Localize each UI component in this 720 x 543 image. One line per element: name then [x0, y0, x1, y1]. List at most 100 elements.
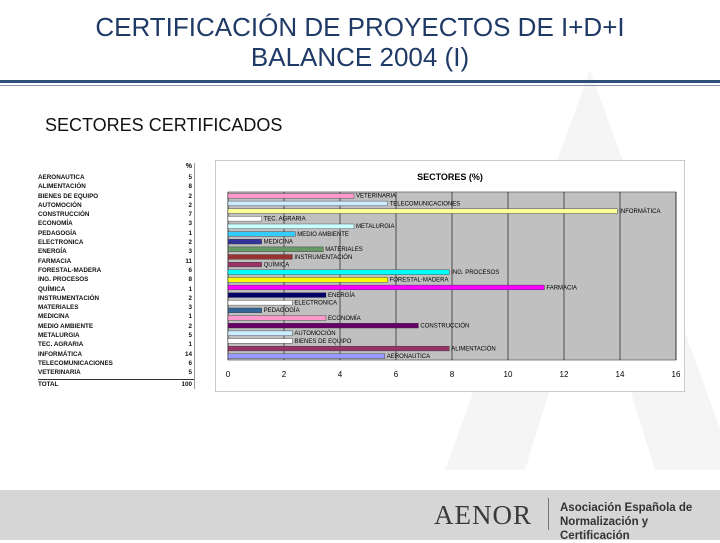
bar-label: TEC. AGRARIA — [264, 217, 306, 223]
bar-14 — [227, 292, 327, 298]
table-row: BIENES DE EQUIPO 2 — [38, 192, 194, 201]
bar-19 — [227, 330, 293, 336]
bar-label: CONSTRUCCIÓN — [420, 323, 469, 330]
table-row-value: 2 — [188, 201, 192, 209]
bar-6 — [227, 231, 296, 237]
bar-4 — [227, 216, 262, 222]
table-row-label: ALIMENTACIÓN — [38, 183, 86, 191]
bar-label: INFORMÁTICA — [619, 208, 660, 215]
bar-label: MATERIALES — [325, 247, 363, 253]
table-row-value: 3 — [188, 304, 192, 312]
table-total-row: TOTAL 100 — [38, 378, 194, 389]
bar-label: METALURGIA — [356, 224, 395, 230]
table-row-label: TELECOMUNICACIONES — [38, 359, 113, 367]
bar-label: FARMACIA — [546, 285, 577, 291]
table-row-value: 2 — [188, 239, 192, 247]
bar-label: AUTOMOCIÓN — [294, 330, 335, 337]
table-row-label: AUTOMOCIÓN — [38, 201, 82, 209]
table-total-value: 100 — [181, 380, 192, 388]
table-row: FARMACIA 11 — [38, 257, 194, 266]
table-row-label: CONSTRUCCIÓN — [38, 211, 90, 219]
bar-label: TELECOMUNICACIONES — [390, 201, 461, 207]
table-row-value: 1 — [188, 313, 192, 321]
table-row-label: MEDICINA — [38, 313, 70, 321]
table-row-label: ELECTRONICA — [38, 239, 84, 247]
bar-label: QUÍMICA — [264, 261, 290, 268]
bar-22 — [227, 353, 386, 359]
x-tick-label: 6 — [394, 370, 399, 379]
table-row: TEC. AGRARIA 1 — [38, 340, 194, 349]
bar-21 — [227, 345, 450, 352]
title-divider-thin — [0, 85, 720, 86]
x-tick-label: 0 — [226, 370, 231, 379]
bar-9 — [227, 254, 293, 260]
table-row-value: 1 — [188, 285, 192, 293]
bar-11 — [227, 269, 450, 275]
footer-org-name: Asociación Española de Normalización y C… — [560, 501, 720, 543]
table-row-value: 6 — [188, 359, 192, 367]
bar-label: INSTRUMENTACIÓN — [294, 254, 352, 261]
chart-title: SECTORES (%) — [417, 172, 483, 182]
table-row: CONSTRUCCIÓN 7 — [38, 210, 194, 219]
table-row: QUÍMICA 1 — [38, 285, 194, 294]
table-row-label: METALURGIA — [38, 332, 80, 340]
bar-20 — [227, 338, 293, 344]
table-row: INSTRUMENTACIÓN 2 — [38, 294, 194, 303]
table-row-value: 11 — [185, 257, 192, 265]
aenor-logo: AENOR — [434, 500, 532, 530]
bar-label: MEDIO AMBIENTE — [297, 232, 349, 238]
bar-12 — [227, 277, 388, 283]
x-tick-label: 2 — [282, 370, 287, 379]
table-row-value: 2 — [188, 322, 192, 330]
table-row-label: ING. PROCESOS — [38, 276, 89, 284]
section-subtitle: SECTORES CERTIFICADOS — [45, 115, 283, 135]
chart-svg: SECTORES (%) 0 2 4 6 8 10 12 14 16 VETERINARIATEL… — [214, 159, 686, 393]
table-row-label: INSTRUMENTACIÓN — [38, 294, 100, 302]
bar-label: ING. PROCESOS — [451, 270, 499, 276]
table-row-value: 8 — [188, 276, 192, 284]
table-row-value: 1 — [188, 341, 192, 349]
x-tick-label: 8 — [450, 370, 455, 379]
table-header-percent: % — [185, 163, 192, 170]
table-row-value: 1 — [188, 229, 192, 237]
bar-18 — [227, 323, 419, 329]
table-row-label: QUÍMICA — [38, 285, 66, 293]
bar-label: ENERGÍA — [328, 292, 355, 299]
table-row: ING. PROCESOS 8 — [38, 275, 194, 284]
bar-8 — [227, 246, 324, 252]
table-row-value: 2 — [188, 192, 192, 200]
title-line-1: CERTIFICACIÓN DE PROYECTOS DE I+D+I — [95, 12, 625, 42]
table-row: AUTOMOCIÓN 2 — [38, 201, 194, 210]
sector-table: % AERONAUTICA 5 ALIMENTACIÓN 8 BIENES DE EQU… — [38, 163, 195, 389]
table-row: ENERGÍA 3 — [38, 247, 194, 256]
table-rows: AERONAUTICA 5 ALIMENTACIÓN 8 BIENES DE EQUIP… — [38, 173, 194, 378]
bar-label: ALIMENTACIÓN — [451, 345, 496, 352]
footer-separator — [548, 498, 549, 530]
table-row-label: MATERIALES — [38, 304, 79, 312]
x-tick-label: 4 — [338, 370, 343, 379]
table-row-label: FARMACIA — [38, 257, 72, 265]
footer-bar — [0, 490, 720, 540]
table-row-label: BIENES DE EQUIPO — [38, 192, 99, 200]
bar-label: BIENES DE EQUIPO — [294, 339, 351, 345]
table-row-value: 3 — [188, 248, 192, 256]
bar-label: FORESTAL-MADERA — [390, 278, 449, 284]
bar-2 — [227, 200, 388, 207]
table-row: ELECTRONICA 2 — [38, 238, 194, 247]
table-row-label: VETERINARIA — [38, 369, 81, 377]
table-row-label: ECONOMÍA — [38, 220, 73, 228]
bar-label: MEDICINA — [264, 240, 293, 246]
footer-org-line-1: Asociación Española de — [560, 502, 693, 514]
table-row-label: PEDAGOGÍA — [38, 229, 77, 237]
x-tick-label: 16 — [672, 370, 681, 379]
table-row-value: 5 — [188, 174, 192, 181]
table-row-label: ENERGÍA — [38, 248, 67, 256]
x-tick-label: 10 — [504, 370, 513, 379]
table-row-value: 6 — [188, 266, 192, 274]
sector-bar-chart: SECTORES (%) 0 2 4 6 8 10 12 14 16 VETERINARIA TEL… — [214, 159, 686, 397]
table-row-value: 5 — [188, 332, 192, 340]
title-line-2: BALANCE 2004 (I) — [250, 42, 470, 72]
table-row-value: 14 — [184, 350, 192, 358]
x-tick-label: 12 — [560, 370, 569, 379]
table-row-label: INFORMÁTICA — [38, 350, 83, 358]
